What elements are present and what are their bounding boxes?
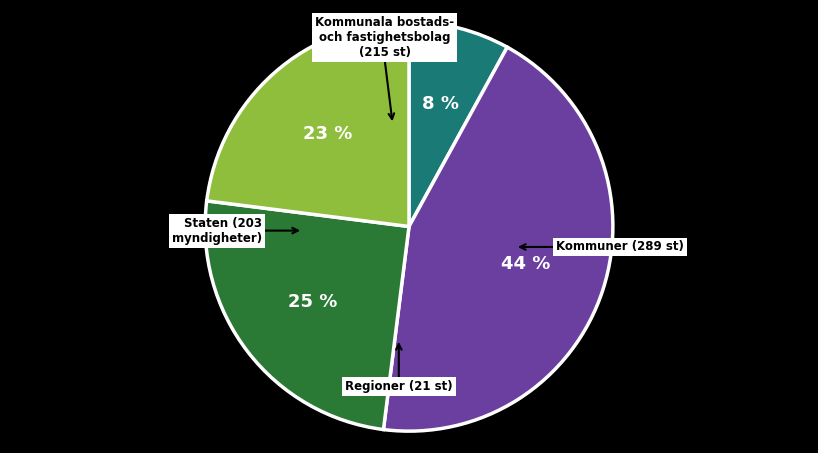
Wedge shape [205,201,409,429]
Text: 8 %: 8 % [422,95,459,113]
Text: Kommuner (289 st): Kommuner (289 st) [555,241,684,254]
Wedge shape [409,22,507,226]
Text: Regioner (21 st): Regioner (21 st) [345,380,452,393]
Text: Staten (203
myndigheter): Staten (203 myndigheter) [172,217,263,245]
Wedge shape [384,47,613,431]
Text: 23 %: 23 % [303,125,353,144]
Wedge shape [207,22,409,226]
Text: 44 %: 44 % [501,255,550,274]
Text: Kommunala bostads-
och fastighetsbolag
(215 st): Kommunala bostads- och fastighetsbolag (… [315,16,454,59]
Text: 25 %: 25 % [288,293,337,311]
